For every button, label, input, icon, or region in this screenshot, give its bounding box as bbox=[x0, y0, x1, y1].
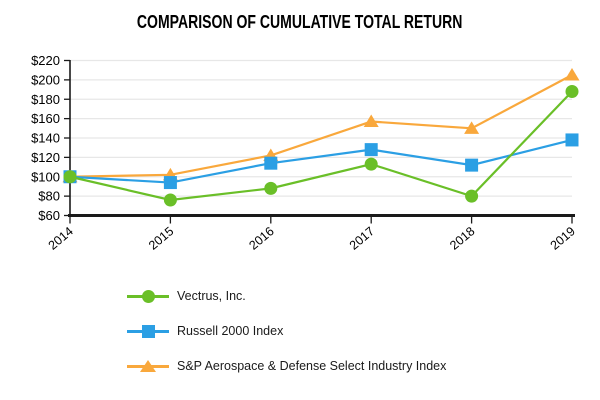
svg-text:2019: 2019 bbox=[548, 224, 578, 253]
svg-text:2018: 2018 bbox=[447, 224, 477, 253]
chart-legend: Vectrus, Inc. Russell 2000 Index S&P Aer… bbox=[127, 284, 446, 389]
svg-text:$160: $160 bbox=[31, 111, 60, 126]
svg-text:$220: $220 bbox=[31, 53, 60, 68]
svg-text:$60: $60 bbox=[38, 208, 60, 223]
legend-item-russell-2000: Russell 2000 Index bbox=[127, 319, 446, 343]
svg-text:$180: $180 bbox=[31, 92, 60, 107]
svg-text:$200: $200 bbox=[31, 72, 60, 87]
svg-text:2017: 2017 bbox=[347, 224, 377, 253]
legend-item-vectrus: Vectrus, Inc. bbox=[127, 284, 446, 308]
legend-item-sp-aerospace-defense: S&P Aerospace & Defense Select Industry … bbox=[127, 354, 446, 378]
legend-label-russell-2000: Russell 2000 Index bbox=[177, 324, 284, 338]
svg-text:$140: $140 bbox=[31, 131, 60, 146]
chart-title: COMPARISON OF CUMULATIVE TOTAL RETURN bbox=[137, 12, 463, 32]
svg-text:$100: $100 bbox=[31, 169, 60, 184]
legend-label-vectrus: Vectrus, Inc. bbox=[177, 289, 246, 303]
svg-text:2014: 2014 bbox=[46, 224, 76, 253]
legend-label-sp-aerospace-defense: S&P Aerospace & Defense Select Industry … bbox=[177, 359, 447, 373]
russell-series-swatch bbox=[127, 323, 169, 339]
sp-aerospace-series-swatch bbox=[127, 358, 169, 374]
svg-text:$80: $80 bbox=[38, 189, 60, 204]
vectrus-series-swatch bbox=[127, 288, 169, 304]
svg-text:2016: 2016 bbox=[246, 224, 276, 253]
svg-text:$120: $120 bbox=[31, 150, 60, 165]
triangle-marker-icon bbox=[140, 360, 156, 372]
svg-text:2015: 2015 bbox=[146, 224, 176, 253]
square-marker-icon bbox=[141, 324, 155, 338]
circle-marker-icon bbox=[141, 289, 155, 303]
